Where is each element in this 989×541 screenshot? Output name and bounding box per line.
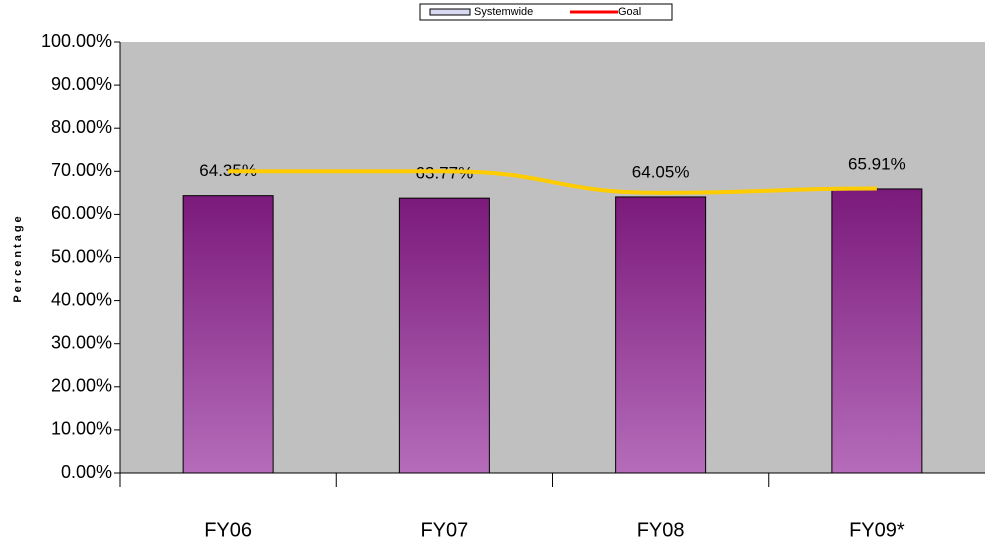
y-tick-label: 10.00%: [51, 419, 112, 439]
bar: [398, 197, 490, 474]
y-tick-label: 100.00%: [41, 31, 112, 51]
bar: [182, 195, 274, 474]
x-tick-label: FY06: [204, 519, 252, 541]
y-axis-title: Percentage: [12, 213, 24, 302]
y-tick-label: 80.00%: [51, 117, 112, 137]
value-label: 64.05%: [632, 162, 690, 181]
bar: [615, 196, 707, 474]
legend-swatch: [429, 8, 471, 16]
y-tick-label: 60.00%: [51, 203, 112, 223]
legend-box: [419, 3, 673, 21]
x-tick-label: FY08: [637, 519, 685, 541]
y-tick-label: 20.00%: [51, 376, 112, 396]
x-tick-label: FY09*: [849, 519, 905, 541]
y-tick-label: 70.00%: [51, 160, 112, 180]
value-label: 65.91%: [848, 154, 906, 173]
y-tick-label: 0.00%: [61, 462, 112, 482]
bar: [831, 188, 923, 474]
y-tick-label: 50.00%: [51, 246, 112, 266]
y-tick-label: 40.00%: [51, 289, 112, 309]
goal-line: [228, 169, 877, 195]
legend-label: Systemwide: [474, 6, 533, 18]
x-tick-label: FY07: [420, 519, 468, 541]
legend-label: Goal: [618, 6, 641, 18]
y-tick-label: 90.00%: [51, 74, 112, 94]
y-tick-label: 30.00%: [51, 332, 112, 352]
